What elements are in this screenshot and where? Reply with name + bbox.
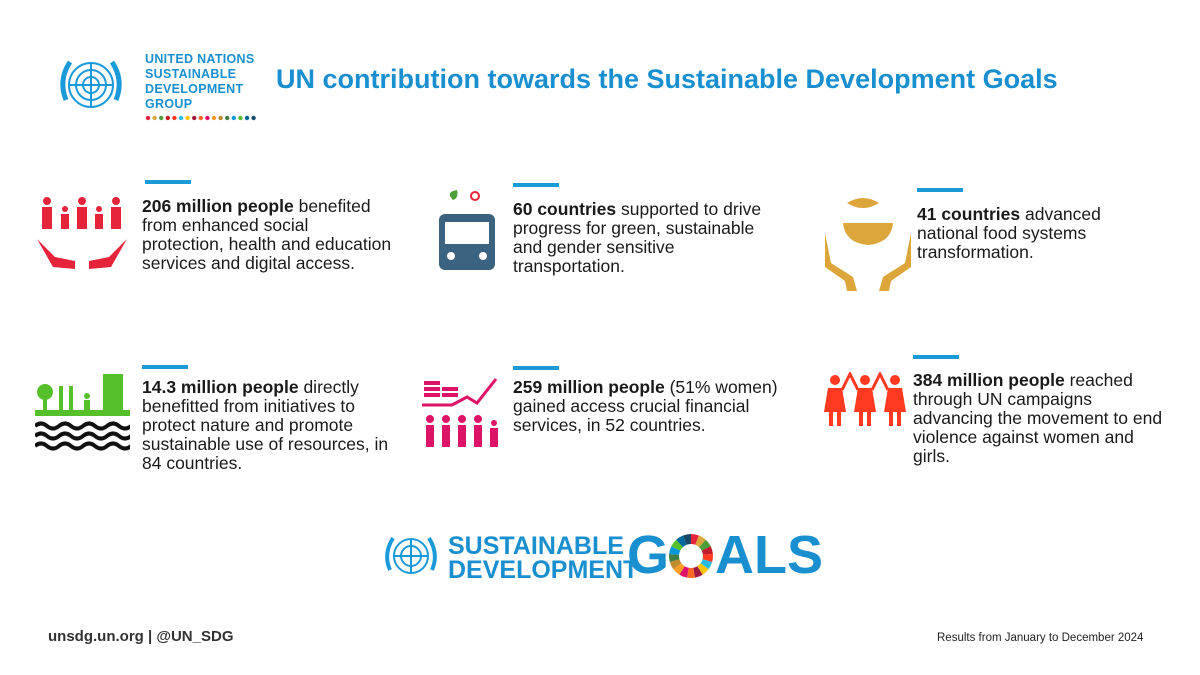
item: 384 million people reached through UN ca…: [913, 371, 1173, 466]
item-body: benefited from enhanced social protectio…: [142, 196, 392, 273]
icon-transport: [439, 190, 495, 270]
item: 41 countries advanced national food syst…: [917, 205, 1137, 262]
wheel-segment: [691, 534, 699, 545]
item-body: directly benefitted from initiatives to …: [142, 377, 389, 473]
footer-link: unsdg.un.org | @UN_SDG: [48, 628, 234, 645]
accent-bar: [513, 183, 559, 187]
dot: [165, 115, 170, 121]
wheel-segment: [702, 553, 714, 563]
wheel-segment: [693, 566, 703, 578]
dot: [172, 115, 177, 121]
wheel-segment: [676, 535, 687, 548]
item-lead: 206 million people: [142, 196, 294, 216]
dot: [159, 115, 164, 121]
goals-line: DEVELOPMENT: [448, 556, 639, 584]
item-lead: 14.3 million people: [142, 377, 299, 397]
wheel-segment: [699, 539, 711, 551]
org-name: UNITED NATIONS SUSTAINABLE DEVELOPMENT G…: [145, 52, 255, 112]
item-body: advanced national food systems transform…: [917, 204, 1101, 262]
icon-social-protection: [37, 197, 127, 269]
dot: [244, 115, 250, 121]
un-emblem-small: [385, 536, 437, 574]
wheel-segment: [697, 563, 709, 575]
accent-bar: [145, 180, 191, 184]
item: 60 countries supported to drive progress…: [513, 200, 763, 276]
item-body: (51% women) gained access crucial financ…: [513, 377, 778, 435]
dot: [251, 115, 256, 121]
item-body: supported to drive progress for green, s…: [513, 199, 762, 276]
wheel-segment: [671, 539, 683, 551]
item-lead: 384 million people: [913, 370, 1065, 390]
item: 206 million people benefited from enhanc…: [142, 197, 392, 273]
wheel-segment: [679, 566, 689, 578]
org-line: DEVELOPMENT: [145, 82, 244, 96]
wheel-segment: [695, 535, 706, 548]
wheel-segment: [673, 563, 685, 575]
dot: [231, 115, 236, 121]
dot: [238, 115, 243, 121]
org-line: SUSTAINABLE: [145, 67, 237, 81]
icon-women: [824, 372, 906, 426]
dot: [211, 115, 217, 121]
goals-word-start: G: [627, 525, 670, 585]
item-lead: 60 countries: [513, 199, 617, 219]
accent-bar: [917, 188, 963, 192]
goals-line: SUSTAINABLE: [448, 532, 624, 560]
goals-logo-text: SUSTAINABLE DEVELOPMENT: [448, 532, 639, 584]
accent-bar: [513, 366, 559, 370]
title: UN contribution towards the Sustainable …: [276, 64, 1058, 94]
dot: [145, 115, 151, 121]
org-line: GROUP: [145, 97, 193, 111]
wheel-segment: [669, 559, 682, 570]
dot: [198, 115, 203, 121]
dot: [205, 115, 210, 121]
wheel-segment: [701, 546, 713, 555]
dot: [178, 115, 184, 121]
item-lead: 41 countries: [917, 204, 1021, 224]
wheel-segment: [686, 567, 696, 579]
item: 259 million people (51% women) gained ac…: [513, 378, 813, 435]
wheel-segment: [683, 534, 691, 545]
un-emblem: [60, 60, 122, 108]
dot: [192, 115, 197, 121]
item-body: reached through UN campaigns advancing t…: [913, 370, 1163, 466]
icon-food: [825, 198, 911, 291]
sdg-wheel: [668, 534, 714, 579]
icon-nature: [35, 374, 130, 451]
item: 14.3 million people directly benefitted …: [142, 378, 404, 473]
wheel-segment: [700, 559, 713, 570]
wheel-segment: [668, 553, 680, 563]
wheel-segment: [669, 546, 681, 555]
dot: [185, 115, 190, 121]
dot: [152, 115, 157, 121]
org-line: UNITED NATIONS: [145, 52, 255, 66]
sdg-dots: [145, 115, 256, 121]
accent-bar: [913, 355, 959, 359]
dot: [218, 115, 223, 121]
footer-note: Results from January to December 2024: [937, 632, 1144, 644]
icon-finance: [422, 378, 498, 447]
item-lead: 259 million people: [513, 377, 665, 397]
accent-bar: [142, 365, 188, 369]
dot: [225, 115, 230, 121]
goals-word-end: ALS: [715, 525, 823, 585]
